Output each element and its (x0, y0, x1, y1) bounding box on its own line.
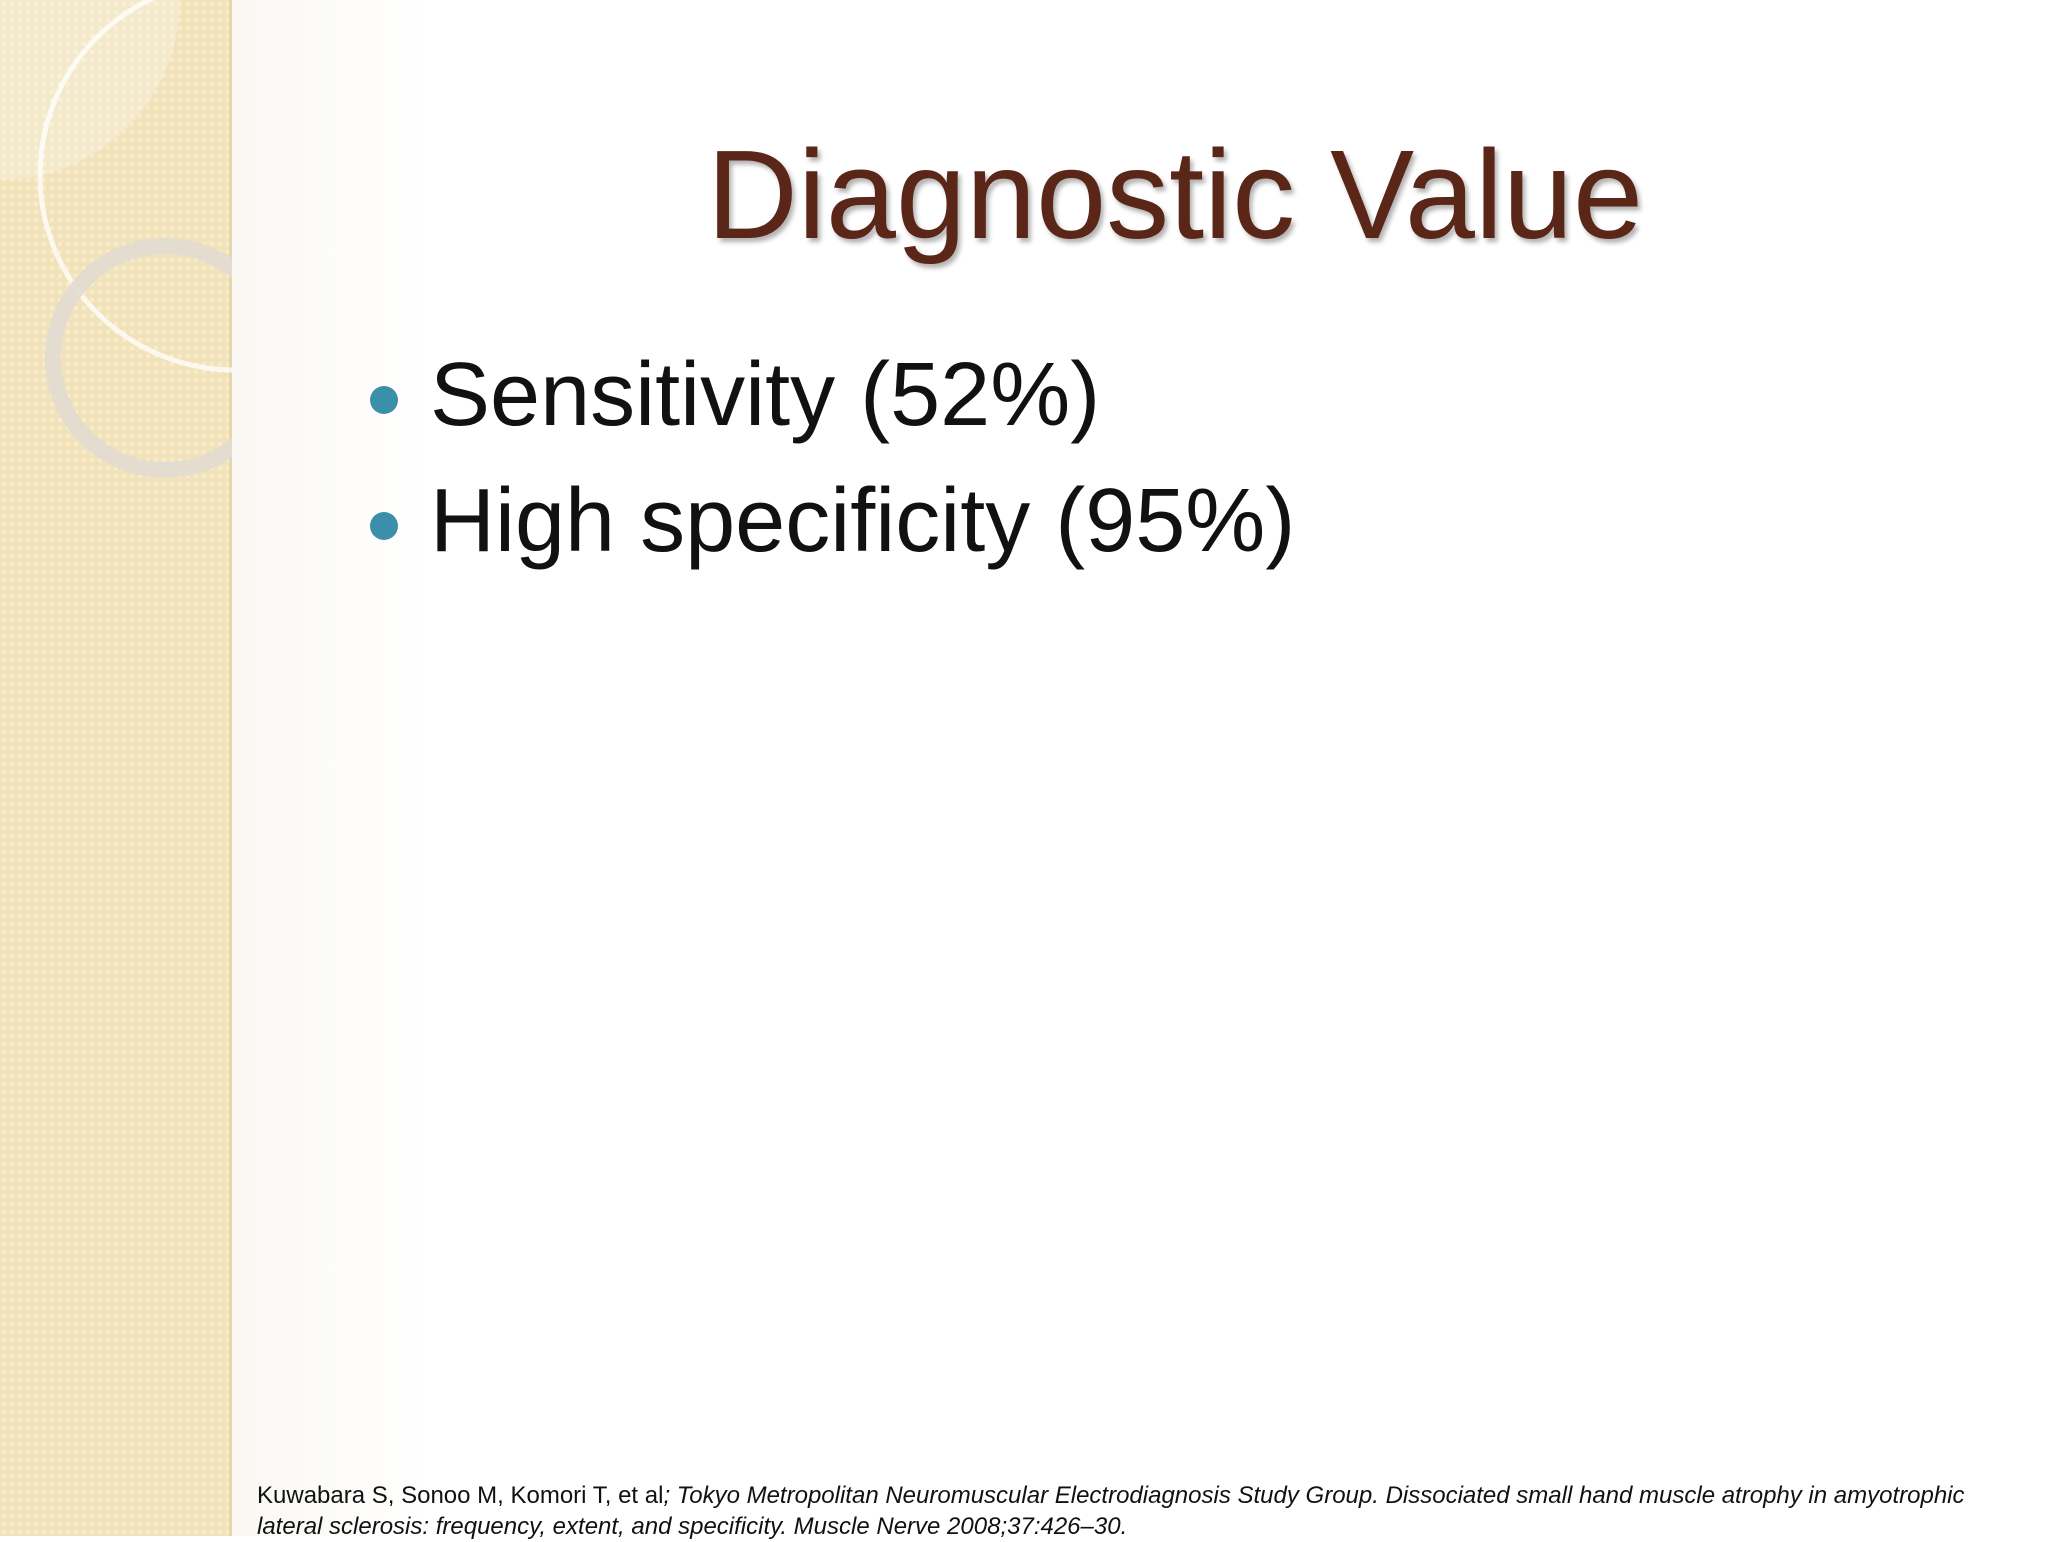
citation-authors: Kuwabara S, Sonoo M, Komori T, et al (257, 1482, 664, 1509)
background-fade (232, 0, 432, 1536)
slide-title: Diagnostic Value (706, 124, 1644, 265)
large-ring (37, 0, 232, 373)
bullet-dot (370, 386, 398, 414)
bullet-text: Sensitivity (52%) (430, 345, 1101, 445)
corner-shape (0, 0, 180, 180)
bullet-text: High specificity (95%) (430, 471, 1296, 571)
decorative-circles (0, 0, 232, 478)
small-ring (45, 238, 232, 478)
citation: Kuwabara S, Sonoo M, Komori T, et al; To… (257, 1480, 1997, 1542)
bullet-dot (370, 512, 398, 540)
